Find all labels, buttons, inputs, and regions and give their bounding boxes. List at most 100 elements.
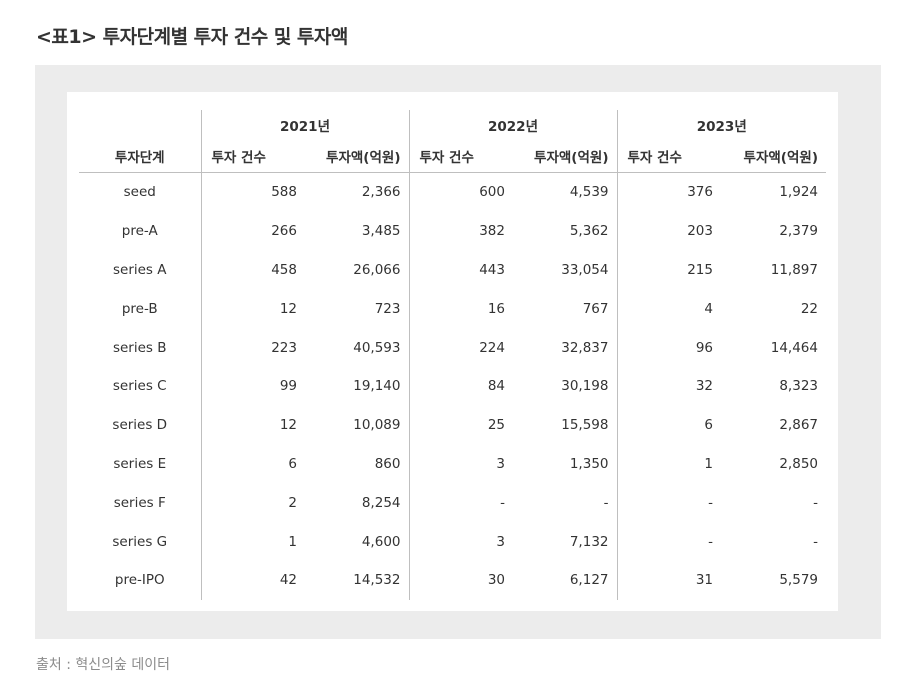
- stage-cell: series E: [113, 455, 167, 472]
- amount-2023-cell: 2,379: [779, 223, 818, 240]
- year-header-2022: 2022년: [408, 110, 617, 140]
- count-2023-cell: 1: [616, 444, 721, 484]
- table-row: pre-A 266 3,485 382 5,362 203 2,379: [79, 211, 826, 251]
- count-2022-cell: 30: [408, 560, 513, 600]
- amount-header-2023: 투자액(억원): [721, 140, 826, 173]
- blank-header-cell: [79, 110, 201, 140]
- stage-cell: pre-B: [121, 300, 158, 317]
- count-2022-cell: 3: [408, 522, 513, 561]
- count-2023-cell: 203: [616, 211, 721, 251]
- amount-2023-cell: 2,867: [779, 417, 818, 434]
- amount-2021-cell: 723: [374, 300, 401, 317]
- table-row: series F 2 8,254- - - -: [79, 483, 826, 523]
- count-2023-cell: 376: [616, 172, 721, 212]
- amount-2022-cell: 15,598: [561, 417, 609, 434]
- table-row: seed 588 2,366 600 4,539 376 1,924: [79, 172, 826, 212]
- count-2023-cell: -: [616, 522, 721, 561]
- count-2023-cell: 6: [616, 405, 721, 445]
- count-header-2022: 투자 건수: [408, 140, 513, 173]
- count-2023-cell: 215: [616, 250, 721, 290]
- amount-2021-cell: 4,600: [361, 533, 401, 550]
- amount-2021-cell: 10,089: [353, 417, 401, 434]
- count-2022-cell: 16: [408, 289, 513, 329]
- amount-2022-cell: 30,198: [561, 378, 609, 395]
- count-2022-cell: 443: [408, 250, 513, 290]
- count-2022-cell: 224: [408, 328, 513, 367]
- count-2023-cell: 96: [616, 328, 721, 367]
- count-2023-cell: -: [616, 483, 721, 523]
- stage-cell: series F: [113, 494, 166, 511]
- count-2021-cell: 42: [200, 560, 305, 600]
- stage-cell: series B: [112, 339, 167, 356]
- table-title: <표1> 투자단계별 투자 건수 및 투자액: [36, 26, 348, 48]
- amount-header-2022: 투자액(억원): [513, 140, 617, 173]
- amount-2021-cell: 19,140: [353, 378, 401, 395]
- table-row: series B 223 40,593 224 32,837 96 14,464: [79, 328, 826, 367]
- year-header-2021: 2021년: [200, 110, 409, 140]
- amount-2021-cell: 14,532: [353, 572, 401, 589]
- count-2023-cell: 32: [616, 366, 721, 406]
- table-panel: 2021년 2022년 2023년 투자단계 투자 건수 투자액(억원) 투자 …: [35, 65, 881, 639]
- amount-2022-cell: 6,127: [569, 572, 609, 589]
- table-row: series E 6 860 3 1,350 1 2,850: [79, 444, 826, 484]
- stage-cell: series D: [112, 417, 168, 434]
- count-header-2021: 투자 건수: [200, 140, 305, 173]
- amount-2021-cell: 2,366: [361, 184, 401, 201]
- stage-cell: series C: [112, 378, 167, 395]
- stage-cell: series A: [112, 261, 167, 278]
- amount-2022-cell: 1,350: [569, 455, 609, 472]
- count-2022-cell: 382: [408, 211, 513, 251]
- amount-2021-cell: 3,485: [361, 223, 401, 240]
- amount-2021-cell: 26,066: [353, 261, 401, 278]
- count-2021-cell: 223: [200, 328, 305, 367]
- stage-header: 투자단계: [79, 140, 201, 173]
- table-body: seed 588 2,366 600 4,539 376 1,924 pre-A 266 3,48…: [79, 172, 826, 600]
- table-row: series C 99 19,140 84 30,198 32 8,323: [79, 366, 826, 406]
- year-header-row: 2021년 2022년 2023년: [79, 110, 826, 140]
- stage-cell: series G: [112, 533, 168, 550]
- stage-cell: pre-IPO: [114, 572, 165, 589]
- stage-cell: seed: [123, 184, 156, 201]
- amount-2023-cell: -: [813, 533, 818, 550]
- amount-2023-cell: 8,323: [779, 378, 818, 395]
- amount-2022-cell: 767: [582, 300, 609, 317]
- stage-cell: pre-A: [121, 223, 158, 240]
- count-2023-cell: 31: [616, 560, 721, 600]
- count-2021-cell: 12: [200, 405, 305, 445]
- count-2022-cell: 25: [408, 405, 513, 445]
- amount-2022-cell: 4,539: [569, 184, 609, 201]
- table-card: 2021년 2022년 2023년 투자단계 투자 건수 투자액(억원) 투자 …: [67, 92, 838, 611]
- amount-2023-cell: 5,579: [779, 572, 818, 589]
- count-2021-cell: 266: [200, 211, 305, 251]
- count-2021-cell: 1: [200, 522, 305, 561]
- amount-2023-cell: 2,850: [779, 455, 818, 472]
- table-row: series D 12 10,089 25 15,598 6 2,867: [79, 405, 826, 445]
- count-2021-cell: 6: [200, 444, 305, 484]
- count-2021-cell: 12: [200, 289, 305, 329]
- count-2022-cell: 600: [408, 172, 513, 212]
- year-header-2023: 2023년: [616, 110, 826, 140]
- column-header-row: 투자단계 투자 건수 투자액(억원) 투자 건수 투자액(억원) 투자 건수 투…: [79, 140, 826, 173]
- count-2023-cell: 4: [616, 289, 721, 329]
- table-row: pre-IPO 42 14,532 30 6,127 31 5,579: [79, 560, 826, 600]
- amount-2022-cell: 32,837: [561, 339, 609, 356]
- count-2022-cell: 84: [408, 366, 513, 406]
- count-2021-cell: 588: [200, 172, 305, 212]
- amount-2021-cell: 860: [374, 455, 401, 472]
- amount-2023-cell: 11,897: [770, 261, 818, 278]
- count-2021-cell: 99: [200, 366, 305, 406]
- count-header-2023: 투자 건수: [616, 140, 721, 173]
- table-row: series A 458 26,066 443 33,054 215 11,897: [79, 250, 826, 290]
- amount-2023-cell: 1,924: [779, 184, 818, 201]
- table-row: pre-B 12 723 16 767 4 22: [79, 289, 826, 329]
- count-2021-cell: 2: [200, 483, 305, 523]
- count-2022-cell: -: [408, 483, 513, 523]
- amount-2021-cell: 8,254: [361, 494, 401, 511]
- amount-2022-cell: 33,054: [561, 261, 609, 278]
- count-2022-cell: 3: [408, 444, 513, 484]
- amount-2022-cell: 5,362: [569, 223, 609, 240]
- amount-2023-cell: 22: [800, 300, 818, 317]
- amount-2023-cell: 14,464: [770, 339, 818, 356]
- table-row: series G 1 4,600 3 7,132- -: [79, 522, 826, 561]
- amount-2022-cell: -: [603, 494, 609, 511]
